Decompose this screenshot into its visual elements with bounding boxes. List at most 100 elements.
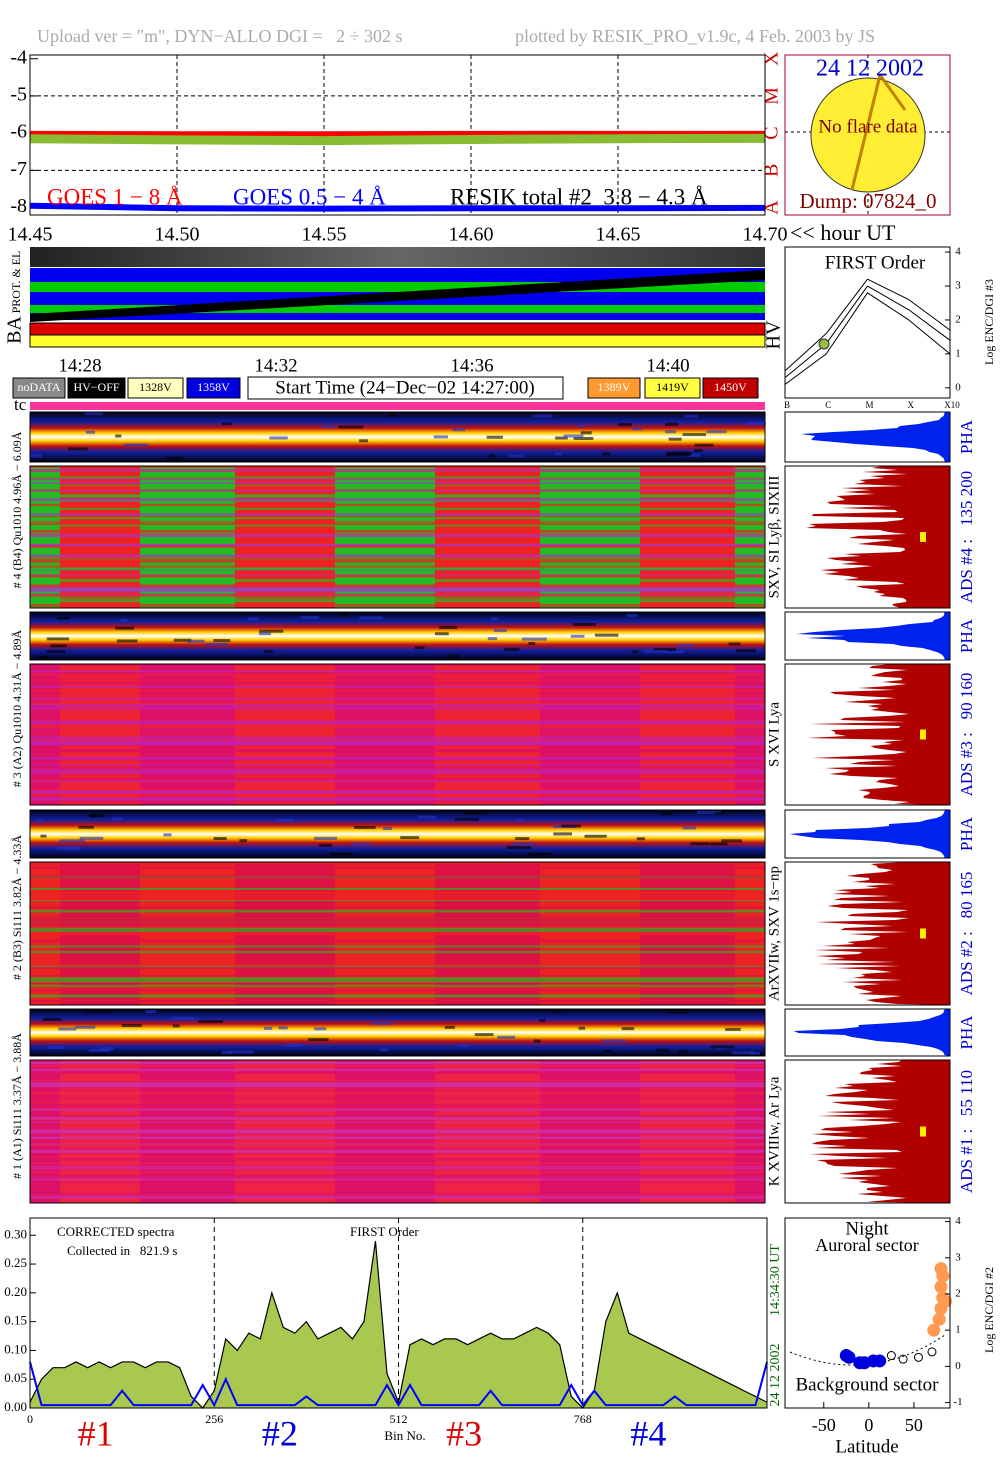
ba-yellow	[29, 334, 766, 348]
spectrogram-row	[30, 560, 765, 563]
line-label: SXV, SI Lyβ, SIXIII	[766, 476, 782, 599]
strip-noise	[665, 451, 692, 455]
spectrogram-row	[30, 862, 765, 865]
legend-box	[587, 377, 641, 399]
strip-noise	[749, 1051, 760, 1055]
spectrogram-row	[30, 679, 765, 681]
sun-note: No flare data	[818, 116, 918, 137]
panel-frame	[784, 1059, 951, 1204]
spectrogram-row	[30, 1104, 765, 1108]
y-tick-label: -4	[10, 46, 27, 68]
strip-noise	[36, 819, 44, 823]
legend-entry: GOES 1 − 8 Å	[47, 184, 183, 209]
strip-noise	[417, 815, 436, 819]
curve	[784, 278, 951, 372]
strip-noise	[664, 650, 685, 654]
spectrogram-row	[30, 1171, 765, 1173]
spectrogram-row	[30, 689, 765, 692]
ads-marker	[920, 532, 926, 542]
strip-noise	[163, 833, 172, 837]
strip-noise	[668, 437, 682, 441]
strip-noise	[603, 1049, 612, 1053]
spectrogram-row	[30, 507, 765, 510]
spectrogram-row	[30, 516, 765, 520]
strip-noise	[78, 825, 94, 829]
x-tick-label: B	[784, 400, 790, 410]
plot-frame	[784, 246, 951, 399]
plot-frame	[784, 1217, 951, 1409]
strip-noise	[314, 836, 338, 840]
spectrogram-row	[30, 931, 765, 933]
strip-noise	[706, 430, 727, 434]
strip-noise	[626, 613, 638, 617]
ads-profile	[806, 664, 950, 805]
spectrogram-row	[30, 749, 765, 753]
strip-noise	[601, 1039, 627, 1043]
spectrogram-row	[30, 927, 765, 930]
spectrogram-row	[30, 724, 765, 727]
spectrogram-row	[30, 1129, 765, 1131]
start-box	[247, 376, 564, 400]
strip-noise	[493, 629, 507, 633]
spectrogram-row	[30, 1098, 765, 1100]
spectrogram-row	[30, 664, 765, 666]
time-label: 14:36	[450, 355, 493, 376]
spectrogram-row	[30, 478, 765, 481]
header-plotted: plotted by RESIK_PRO_v1.9c, 4 Feb. 2003 …	[515, 26, 875, 46]
spectrogram-row	[30, 906, 765, 909]
spectrogram-row	[30, 1192, 765, 1195]
strip-noise	[561, 824, 581, 828]
plot-frame	[29, 1217, 768, 1409]
spectrogram-row	[30, 887, 765, 891]
strip-noise	[602, 452, 611, 456]
y-tick-label: 0.05	[4, 1370, 27, 1385]
spectrogram-row	[30, 757, 765, 760]
ads-label: ADS #2 : 80 165	[957, 872, 976, 996]
spectrogram-row	[30, 926, 765, 928]
panel-frame	[29, 861, 766, 1006]
y-tick-label: -5	[10, 84, 27, 106]
strip-noise	[682, 826, 697, 830]
side-label: 24 12 2002	[768, 1344, 783, 1407]
strip-noise	[555, 436, 568, 440]
strip-noise	[30, 454, 42, 458]
sun-disk	[810, 77, 926, 193]
spectrum-area	[30, 1241, 767, 1408]
spectrogram-row	[30, 793, 765, 797]
plot-frame	[29, 54, 766, 216]
strip-noise	[665, 422, 679, 426]
strip-noise	[263, 1026, 273, 1030]
strip-noise	[694, 449, 703, 453]
strip-noise	[206, 642, 228, 646]
legend-box-label: 1389V	[598, 380, 631, 394]
y-tick-label: 4	[955, 1215, 961, 1227]
spectrogram-row	[30, 558, 765, 561]
spectrogram-row	[30, 777, 765, 780]
region-label: #3	[446, 1413, 482, 1453]
spectrogram-column	[140, 664, 235, 805]
spectrogram-row	[30, 1108, 765, 1111]
spectrogram-row	[30, 529, 765, 533]
strip-noise	[490, 617, 498, 621]
strip-noise	[112, 817, 123, 821]
spectrogram-row	[30, 916, 765, 919]
spectrogram-row	[30, 800, 765, 803]
strip-noise	[504, 647, 520, 651]
spectrogram-row	[30, 673, 765, 676]
strip-noise	[684, 414, 698, 418]
strip-noise	[487, 637, 498, 641]
spectrogram-row	[30, 1116, 765, 1120]
spectrogram-row	[30, 980, 765, 983]
strip-noise	[322, 425, 336, 429]
ads-label: ADS #1 : 55 110	[957, 1070, 976, 1193]
hv-label: HV	[763, 320, 785, 349]
spectrogram-row	[30, 521, 765, 523]
strip-noise	[414, 646, 425, 650]
strip-noise	[124, 443, 149, 447]
strip-noise	[84, 412, 104, 416]
spectrogram-row	[30, 533, 765, 535]
spectrogram-row	[30, 589, 765, 592]
strip-noise	[570, 634, 585, 638]
y-tick-label: 0.00	[4, 1399, 27, 1414]
spectrogram-strip	[30, 412, 765, 462]
